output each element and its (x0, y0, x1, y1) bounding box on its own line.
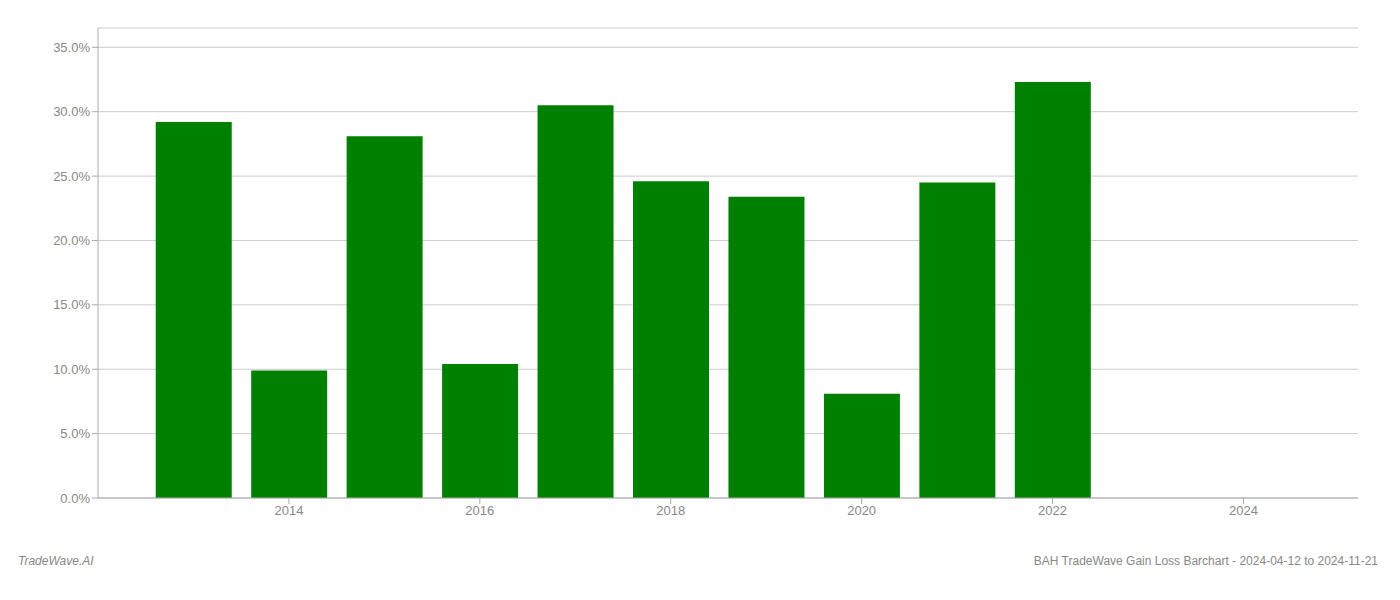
svg-text:5.0%: 5.0% (60, 426, 90, 441)
svg-text:25.0%: 25.0% (53, 169, 90, 184)
svg-text:2016: 2016 (465, 503, 494, 518)
svg-text:10.0%: 10.0% (53, 362, 90, 377)
svg-text:35.0%: 35.0% (53, 40, 90, 55)
svg-text:2024: 2024 (1229, 503, 1258, 518)
svg-text:2018: 2018 (656, 503, 685, 518)
html-text:TradeWave.AI: TradeWave.AI (18, 554, 94, 568)
svg-text:2020: 2020 (847, 503, 876, 518)
svg-text:2014: 2014 (274, 503, 303, 518)
svg-text:30.0%: 30.0% (53, 104, 90, 119)
svg-text:2022: 2022 (1038, 503, 1067, 518)
svg-text:0.0%: 0.0% (60, 491, 90, 506)
svg-text:20.0%: 20.0% (53, 233, 90, 248)
html-text:BAH TradeWave Gain Loss Barcha: BAH TradeWave Gain Loss Barchart - 2024-… (1033, 554, 1378, 568)
svg-text:15.0%: 15.0% (53, 297, 90, 312)
